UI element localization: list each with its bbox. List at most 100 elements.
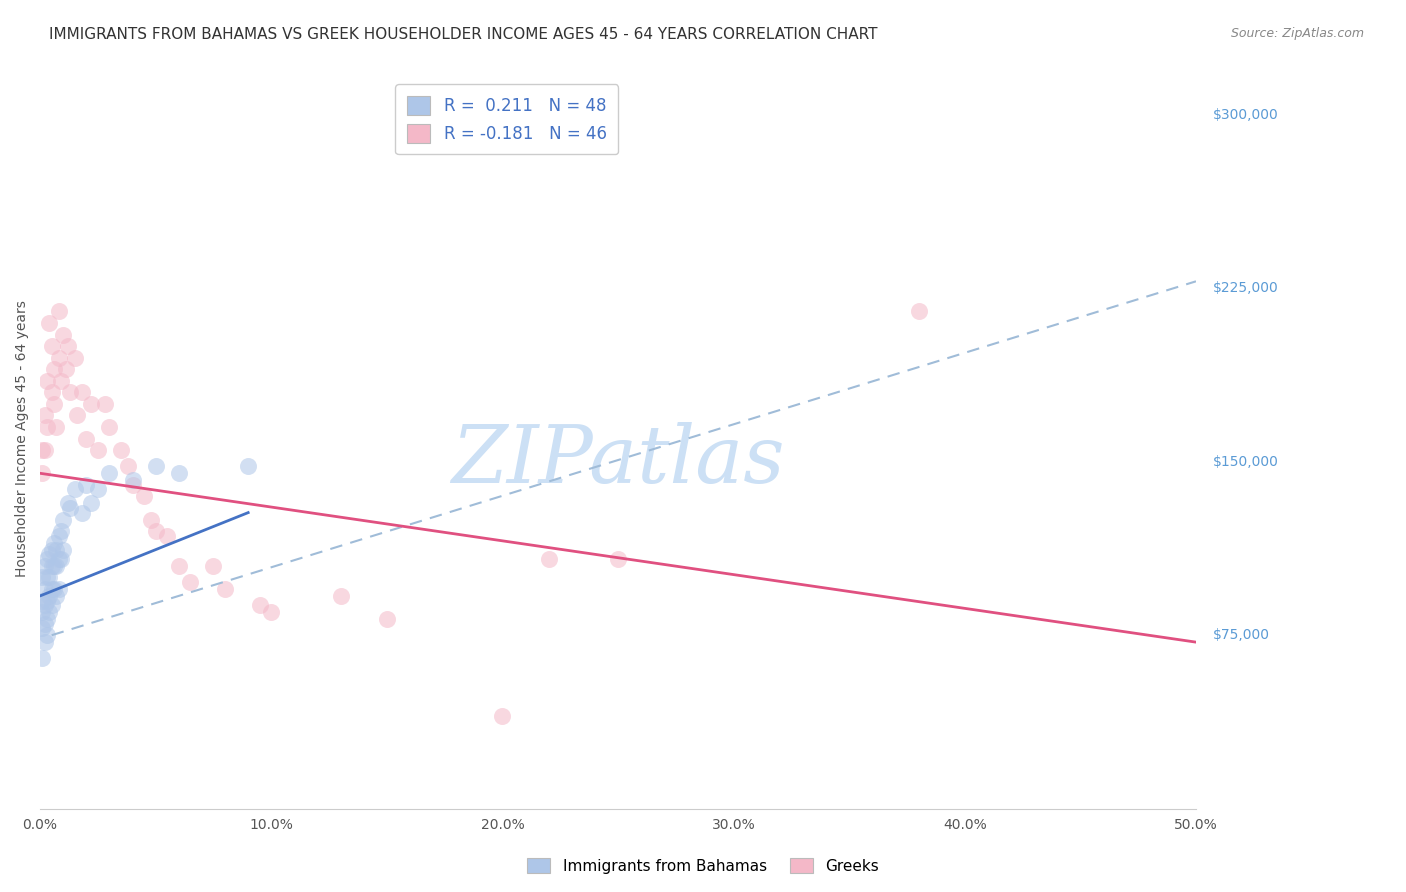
Point <box>34 635 56 649</box>
Point <box>35 628 58 642</box>
Point <box>34 558 56 573</box>
Text: ZIPatlas: ZIPatlas <box>451 422 785 500</box>
Point <box>34 616 56 631</box>
Point <box>42 535 65 549</box>
Point <box>907 304 929 318</box>
Text: $225,000: $225,000 <box>1212 281 1278 295</box>
Point <box>31 570 53 584</box>
Point <box>35 420 58 434</box>
Point <box>38 605 60 619</box>
Point <box>38 589 60 603</box>
Point <box>42 558 65 573</box>
Point <box>38 316 60 330</box>
Point <box>156 529 179 543</box>
Point <box>179 574 201 589</box>
Point <box>260 605 283 619</box>
Point <box>42 582 65 596</box>
Point <box>45 589 67 603</box>
Text: IMMIGRANTS FROM BAHAMAS VS GREEK HOUSEHOLDER INCOME AGES 45 - 64 YEARS CORRELATI: IMMIGRANTS FROM BAHAMAS VS GREEK HOUSEHO… <box>49 27 877 42</box>
Point <box>52 512 75 526</box>
Point <box>41 582 63 596</box>
Text: $75,000: $75,000 <box>1212 628 1270 642</box>
Point <box>49 552 72 566</box>
Point <box>35 593 58 607</box>
Point <box>94 397 117 411</box>
Point <box>110 443 132 458</box>
Point <box>38 570 60 584</box>
Point <box>121 478 143 492</box>
Point <box>537 552 560 566</box>
Point <box>214 582 236 596</box>
Point <box>87 483 110 497</box>
Point <box>45 558 67 573</box>
Point <box>59 500 82 515</box>
Point <box>56 496 79 510</box>
Point <box>38 547 60 561</box>
Point <box>48 304 70 318</box>
Point <box>41 598 63 612</box>
Point <box>70 385 93 400</box>
Point <box>329 589 352 603</box>
Legend: R =  0.211   N = 48, R = -0.181   N = 46: R = 0.211 N = 48, R = -0.181 N = 46 <box>395 84 619 154</box>
Point <box>45 542 67 557</box>
Point <box>98 420 121 434</box>
Point <box>134 490 156 504</box>
Point <box>34 598 56 612</box>
Point <box>35 570 58 584</box>
Point <box>145 459 167 474</box>
Text: Source: ZipAtlas.com: Source: ZipAtlas.com <box>1230 27 1364 40</box>
Point <box>48 582 70 596</box>
Point <box>249 598 271 612</box>
Point <box>41 558 63 573</box>
Point <box>34 443 56 458</box>
Point <box>121 473 143 487</box>
Legend: Immigrants from Bahamas, Greeks: Immigrants from Bahamas, Greeks <box>522 852 884 880</box>
Point <box>607 552 630 566</box>
Point <box>34 409 56 423</box>
Point <box>87 443 110 458</box>
Point <box>41 542 63 557</box>
Point <box>42 397 65 411</box>
Point <box>80 397 103 411</box>
Point <box>238 459 260 474</box>
Point <box>34 582 56 596</box>
Point <box>63 483 86 497</box>
Point <box>167 467 190 481</box>
Point <box>48 552 70 566</box>
Point <box>31 621 53 635</box>
Point <box>35 374 58 388</box>
Point <box>59 385 82 400</box>
Point <box>41 385 63 400</box>
Point <box>70 506 93 520</box>
Point <box>145 524 167 538</box>
Text: $150,000: $150,000 <box>1212 455 1278 468</box>
Point <box>31 467 53 481</box>
Point <box>31 651 53 665</box>
Point <box>52 542 75 557</box>
Point <box>75 432 97 446</box>
Point <box>35 612 58 626</box>
Point <box>31 443 53 458</box>
Point <box>31 605 53 619</box>
Point <box>52 327 75 342</box>
Point <box>56 339 79 353</box>
Point <box>66 409 89 423</box>
Point <box>98 467 121 481</box>
Point <box>63 351 86 365</box>
Point <box>375 612 398 626</box>
Point <box>31 593 53 607</box>
Point <box>49 374 72 388</box>
Text: $300,000: $300,000 <box>1212 108 1278 122</box>
Point <box>202 558 225 573</box>
Point <box>49 524 72 538</box>
Point <box>139 512 162 526</box>
Point <box>55 362 77 376</box>
Point <box>45 420 67 434</box>
Y-axis label: Householder Income Ages 45 - 64 years: Householder Income Ages 45 - 64 years <box>15 301 30 577</box>
Point <box>491 709 513 723</box>
Point <box>75 478 97 492</box>
Point <box>35 552 58 566</box>
Point <box>117 459 139 474</box>
Point <box>42 362 65 376</box>
Point <box>80 496 103 510</box>
